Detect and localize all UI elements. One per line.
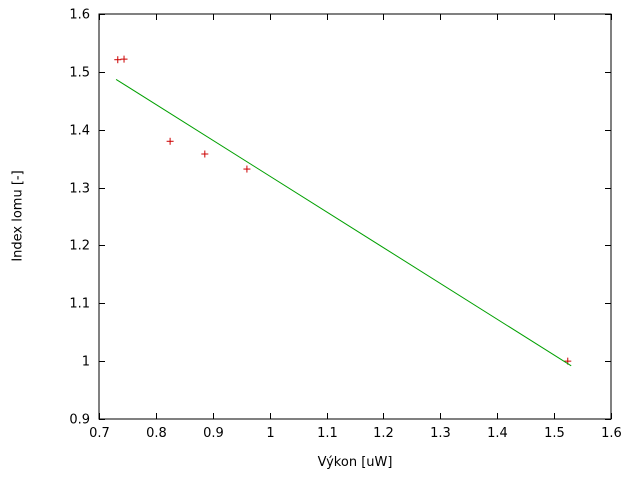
- x-tick-label: 1.2: [373, 426, 394, 441]
- x-tick-label: 0.8: [146, 426, 167, 441]
- x-tick-label: 1: [266, 426, 274, 441]
- plot-border: [98, 13, 612, 420]
- y-tick-label: 1.2: [69, 239, 90, 254]
- x-tick-label: 1.1: [317, 426, 338, 441]
- x-tick-label: 1.4: [487, 426, 508, 441]
- y-tick-label: 1.3: [69, 182, 90, 197]
- y-tick-label: 1: [82, 355, 90, 370]
- y-tick-label: 1.1: [69, 297, 90, 312]
- y-tick-label: 1.5: [69, 66, 90, 81]
- x-tick-label: 0.9: [203, 426, 224, 441]
- y-tick-label: 0.9: [69, 413, 90, 428]
- x-axis-label: Výkon [uW]: [317, 455, 393, 470]
- x-tick-label: 1.3: [430, 426, 451, 441]
- y-tick-label: 1.6: [69, 8, 90, 23]
- x-tick-label: 0.7: [89, 426, 110, 441]
- x-tick-label: 1.5: [544, 426, 565, 441]
- y-tick-label: 1.4: [69, 124, 90, 139]
- fit-line: [115, 78, 572, 367]
- x-tick-label: 1.6: [601, 426, 622, 441]
- y-axis-label: Index lomu [-]: [10, 170, 26, 262]
